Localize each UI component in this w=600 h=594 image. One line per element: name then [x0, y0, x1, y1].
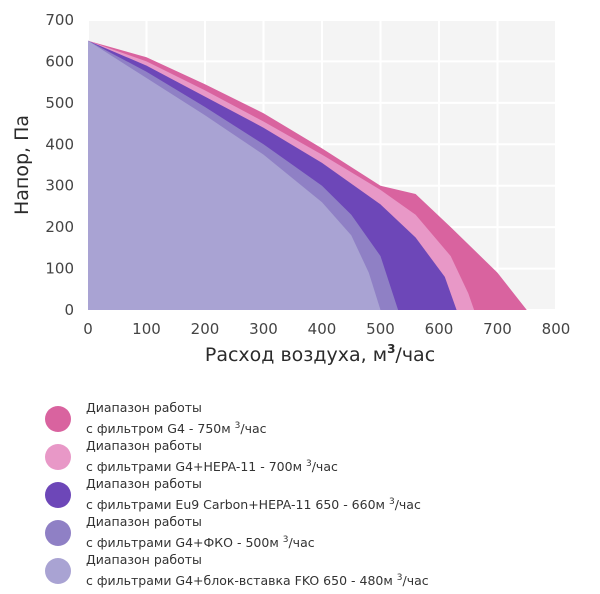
- y-tick-label: 600: [45, 52, 74, 70]
- legend-label-text: с фильтрами G4+HEPA-11 - 700м: [86, 459, 306, 475]
- legend-swatch: [45, 520, 71, 546]
- x-tick-label: 600: [425, 320, 454, 338]
- legend-label-sup: 3: [234, 421, 241, 431]
- x-tick-label: 100: [132, 320, 161, 338]
- legend-label-suffix: /час: [288, 535, 315, 551]
- x-axis-title-main: Расход воздуха, м: [205, 344, 387, 366]
- x-tick-label: 200: [191, 320, 220, 338]
- legend-label-text: с фильтрами Eu9 Carbon+HEPA-11 650 - 660…: [86, 497, 389, 513]
- legend-label: Диапазон работы с фильтром G4 - 750м 3/ча…: [86, 398, 267, 438]
- legend-label-sup: 3: [282, 535, 289, 545]
- legend-item: Диапазон работы с фильтрами G4+ФКО - 500м…: [40, 512, 580, 550]
- legend-label-suffix: /час: [394, 497, 421, 513]
- legend-label-line2: с фильтрами G4+HEPA-11 - 700м 3/час: [86, 455, 338, 476]
- legend-swatch: [45, 558, 71, 584]
- legend-label-line1: Диапазон работы: [86, 552, 202, 567]
- legend-label-sup: 3: [305, 459, 312, 469]
- legend-label-line2: с фильтрами G4+ФКО - 500м 3/час: [86, 531, 315, 552]
- legend-item: Диапазон работы с фильтром G4 - 750м 3/ча…: [40, 398, 580, 436]
- legend-label-line1: Диапазон работы: [86, 400, 202, 415]
- legend-label-text: с фильтрами G4+блок-вставка FKO 650 - 48…: [86, 573, 397, 589]
- y-axis-title: Напор, Па: [11, 115, 33, 215]
- legend-label-suffix: /час: [402, 573, 429, 589]
- x-axis-title: Расход воздуха, м3/час: [205, 342, 435, 366]
- x-tick-label: 0: [83, 320, 93, 338]
- legend-label-line2: с фильтрами G4+блок-вставка FKO 650 - 48…: [86, 569, 429, 590]
- legend-label-sup: 3: [388, 497, 395, 507]
- legend-label-line2: с фильтром G4 - 750м 3/час: [86, 417, 267, 438]
- x-tick-label: 300: [249, 320, 278, 338]
- legend-swatch: [45, 482, 71, 508]
- legend-label-line1: Диапазон работы: [86, 438, 202, 453]
- legend-label: Диапазон работы с фильтрами G4+ФКО - 500м…: [86, 512, 315, 552]
- area-series: [88, 40, 527, 310]
- x-axis-title-sup: 3: [387, 342, 395, 356]
- y-tick-labels: 0 100 200 300 400 500 600 700: [45, 11, 74, 319]
- y-tick-label: 400: [45, 135, 74, 153]
- y-tick-label: 200: [45, 218, 74, 236]
- area-series-5: [88, 40, 381, 310]
- legend-label-text: с фильтрами G4+ФКО - 500м: [86, 535, 283, 551]
- y-tick-label: 100: [45, 260, 74, 278]
- x-axis-title-suffix: /час: [395, 344, 435, 366]
- legend-label-sup: 3: [396, 573, 403, 583]
- legend-label: Диапазон работы с фильтрами G4+HEPA-11 - …: [86, 436, 338, 476]
- x-tick-labels: 0 100 200 300 400 500 600 700 800: [83, 320, 570, 338]
- legend-label-suffix: /час: [311, 459, 338, 475]
- x-tick-label: 800: [542, 320, 571, 338]
- legend-label-suffix: /час: [240, 421, 267, 437]
- legend-label-line1: Диапазон работы: [86, 476, 202, 491]
- legend-swatch: [45, 444, 71, 470]
- legend-item: Диапазон работы с фильтрами Eu9 Carbon+HE…: [40, 474, 580, 512]
- y-tick-label: 700: [45, 11, 74, 29]
- legend-label: Диапазон работы с фильтрами Eu9 Carbon+HE…: [86, 474, 421, 514]
- y-tick-label: 500: [45, 94, 74, 112]
- x-tick-label: 700: [483, 320, 512, 338]
- legend: Диапазон работы с фильтром G4 - 750м 3/ча…: [40, 398, 580, 588]
- airflow-chart: 0 100 200 300 400 500 600 700 0 100 200 300 400 500 6…: [11, 11, 570, 366]
- legend-label: Диапазон работы с фильтрами G4+блок-встав…: [86, 550, 429, 590]
- x-tick-label: 500: [366, 320, 395, 338]
- legend-label-line1: Диапазон работы: [86, 514, 202, 529]
- legend-label-text: с фильтром G4 - 750м: [86, 421, 235, 437]
- x-tick-label: 400: [308, 320, 337, 338]
- y-tick-label: 0: [64, 301, 74, 319]
- legend-item: Диапазон работы с фильтрами G4+блок-встав…: [40, 550, 580, 588]
- y-tick-label: 300: [45, 177, 74, 195]
- legend-label-line2: с фильтрами Eu9 Carbon+HEPA-11 650 - 660…: [86, 493, 421, 514]
- legend-item: Диапазон работы с фильтрами G4+HEPA-11 - …: [40, 436, 580, 474]
- legend-swatch: [45, 406, 71, 432]
